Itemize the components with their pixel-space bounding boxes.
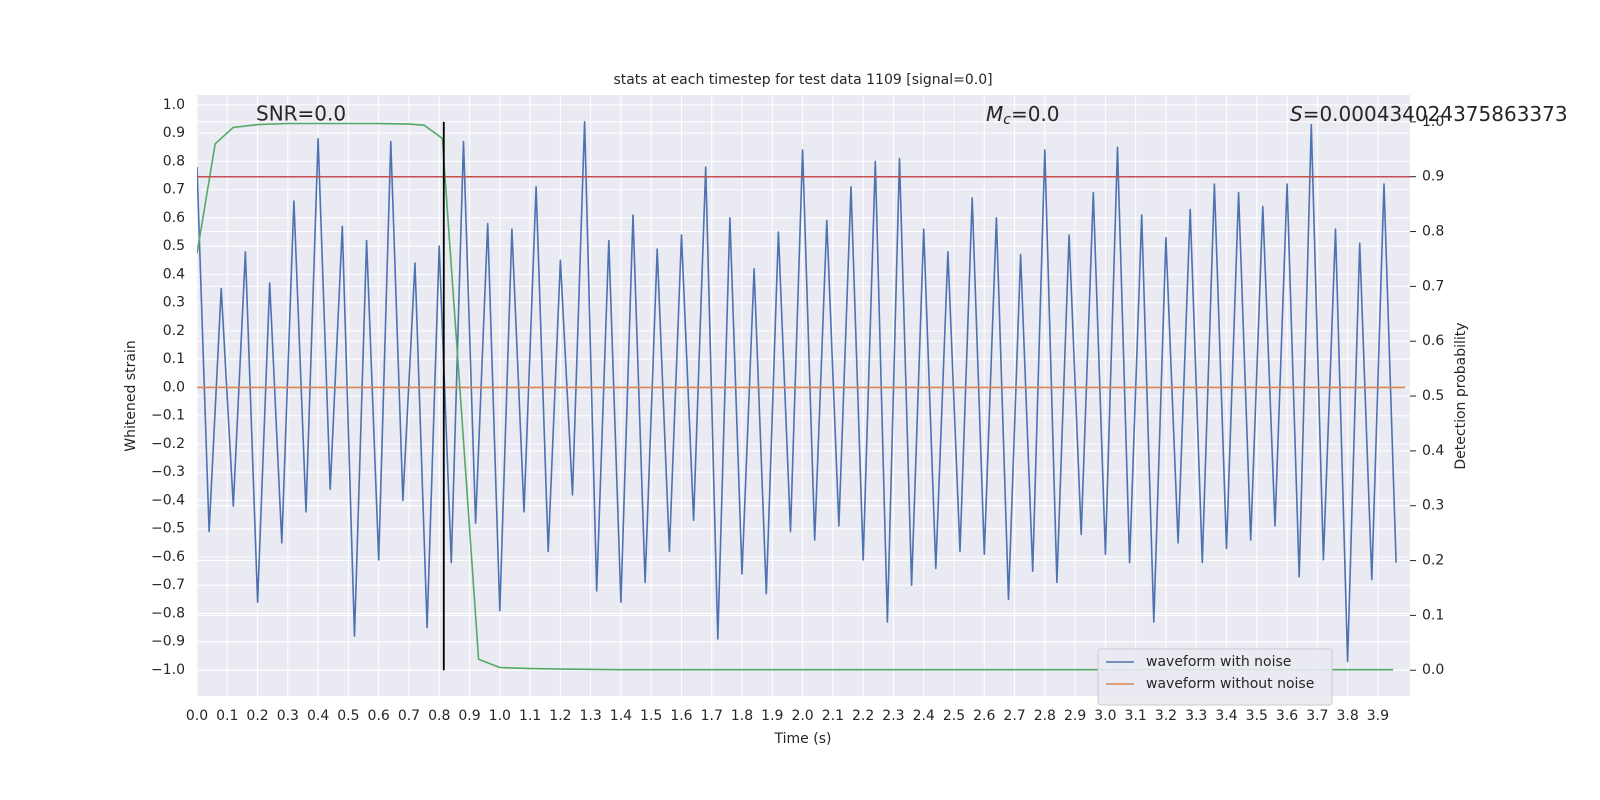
y-tick-label: 0.5 [163, 238, 185, 254]
y-tick-label: 0.1 [163, 351, 185, 367]
x-tick-label: 1.8 [731, 708, 753, 724]
x-tick-label: 2.1 [822, 708, 844, 724]
x-tick-label: 3.4 [1215, 708, 1237, 724]
chart-title: stats at each timestep for test data 110… [613, 72, 992, 88]
y-tick-label: −1.0 [151, 662, 185, 678]
x-tick-label: 1.4 [610, 708, 632, 724]
y-tick-label: −0.9 [151, 634, 185, 650]
x-tick-label: 3.7 [1306, 708, 1328, 724]
x-tick-label: 3.6 [1276, 708, 1298, 724]
x-tick-label: 1.2 [549, 708, 571, 724]
y-tick-label: 0.6 [163, 210, 185, 226]
x-tick-label: 0.7 [398, 708, 420, 724]
y2-tick-label: 0.1 [1422, 607, 1444, 623]
x-tick-label: 2.0 [791, 708, 813, 724]
x-tick-label: 0.2 [246, 708, 268, 724]
x-tick-label: 3.5 [1246, 708, 1268, 724]
x-tick-label: 0.4 [307, 708, 329, 724]
y2-tick-label: 1.0 [1422, 114, 1444, 130]
x-tick-label: 3.8 [1336, 708, 1358, 724]
y2-tick-label: 0.7 [1422, 278, 1444, 294]
x-tick-label: 1.7 [701, 708, 723, 724]
annotation-symbol: M [986, 102, 1003, 126]
annotation: S=0.000434024375863373 [1290, 102, 1568, 126]
x-tick-label: 2.3 [882, 708, 904, 724]
y-tick-label: −0.7 [151, 577, 185, 593]
x-tick-label: 0.0 [186, 708, 208, 724]
x-tick-label: 2.9 [1064, 708, 1086, 724]
y-tick-label: 0.9 [163, 125, 185, 141]
y-tick-label: −0.6 [151, 549, 185, 565]
x-tick-label: 0.1 [216, 708, 238, 724]
annotation: SNR=0.0 [256, 102, 346, 126]
x-tick-label: 2.4 [913, 708, 935, 724]
x-tick-label: 2.5 [943, 708, 965, 724]
x-tick-label: 0.8 [428, 708, 450, 724]
y2-tick-label: 0.2 [1422, 553, 1444, 569]
annotation-text: =0.0 [1011, 102, 1060, 126]
x-tick-label: 3.3 [1185, 708, 1207, 724]
y-tick-label: 1.0 [163, 97, 185, 113]
x-tick-label: 1.3 [580, 708, 602, 724]
y-tick-label: 0.0 [163, 379, 185, 395]
x-tick-label: 2.7 [1003, 708, 1025, 724]
annotation-subscript: c [1003, 112, 1011, 128]
x-tick-label: 0.3 [277, 708, 299, 724]
series-line [197, 121, 1397, 663]
y-tick-label: 0.3 [163, 295, 185, 311]
y-tick-label: −0.8 [151, 605, 185, 621]
x-tick-label: 3.1 [1125, 708, 1147, 724]
x-axis-label: Time (s) [774, 731, 832, 747]
y2-tick-label: 0.5 [1422, 388, 1444, 404]
x-tick-label: 1.9 [761, 708, 783, 724]
annotation: Mc=0.0 [986, 102, 1060, 129]
y-tick-label: 0.7 [163, 182, 185, 198]
x-tick-label: 1.0 [489, 708, 511, 724]
legend-box [1097, 648, 1333, 706]
legend-label: waveform with noise [1146, 654, 1291, 670]
x-tick-label: 2.6 [973, 708, 995, 724]
x-tick-label: 1.5 [640, 708, 662, 724]
x-tick-label: 3.2 [1155, 708, 1177, 724]
y2-tick-label: 0.9 [1422, 169, 1444, 185]
grid [196, 95, 1410, 696]
annotation-symbol: S [1290, 102, 1303, 126]
y2-tick-label: 0.8 [1422, 224, 1444, 240]
y-tick-label: 0.8 [163, 153, 185, 169]
y2-axis-label: Detection probability [1453, 322, 1469, 469]
y-tick-label: −0.1 [151, 408, 185, 424]
x-tick-label: 1.6 [670, 708, 692, 724]
y-tick-label: −0.4 [151, 492, 185, 508]
y-tick-label: −0.2 [151, 436, 185, 452]
x-tick-label: 3.9 [1367, 708, 1389, 724]
x-tick-label: 2.8 [1034, 708, 1056, 724]
y-tick-label: 0.4 [163, 266, 185, 282]
x-tick-label: 0.9 [458, 708, 480, 724]
annotation-text: =0.000434024375863373 [1303, 102, 1568, 126]
x-tick-label: 3.0 [1094, 708, 1116, 724]
plot [197, 121, 1410, 671]
legend-label: waveform without noise [1146, 676, 1314, 692]
y-axis-label: Whitened strain [123, 340, 139, 451]
y-tick-label: −0.3 [151, 464, 185, 480]
y-tick-label: 0.2 [163, 323, 185, 339]
x-tick-label: 1.1 [519, 708, 541, 724]
y2-tick-label: 0.0 [1422, 662, 1444, 678]
series-line [197, 122, 1393, 671]
y2-tick-label: 0.4 [1422, 443, 1444, 459]
x-tick-label: 2.2 [852, 708, 874, 724]
y2-tick-label: 0.6 [1422, 333, 1444, 349]
x-tick-label: 0.6 [368, 708, 390, 724]
y2-tick-label: 0.3 [1422, 498, 1444, 514]
x-tick-label: 0.5 [337, 708, 359, 724]
y-tick-label: −0.5 [151, 521, 185, 537]
